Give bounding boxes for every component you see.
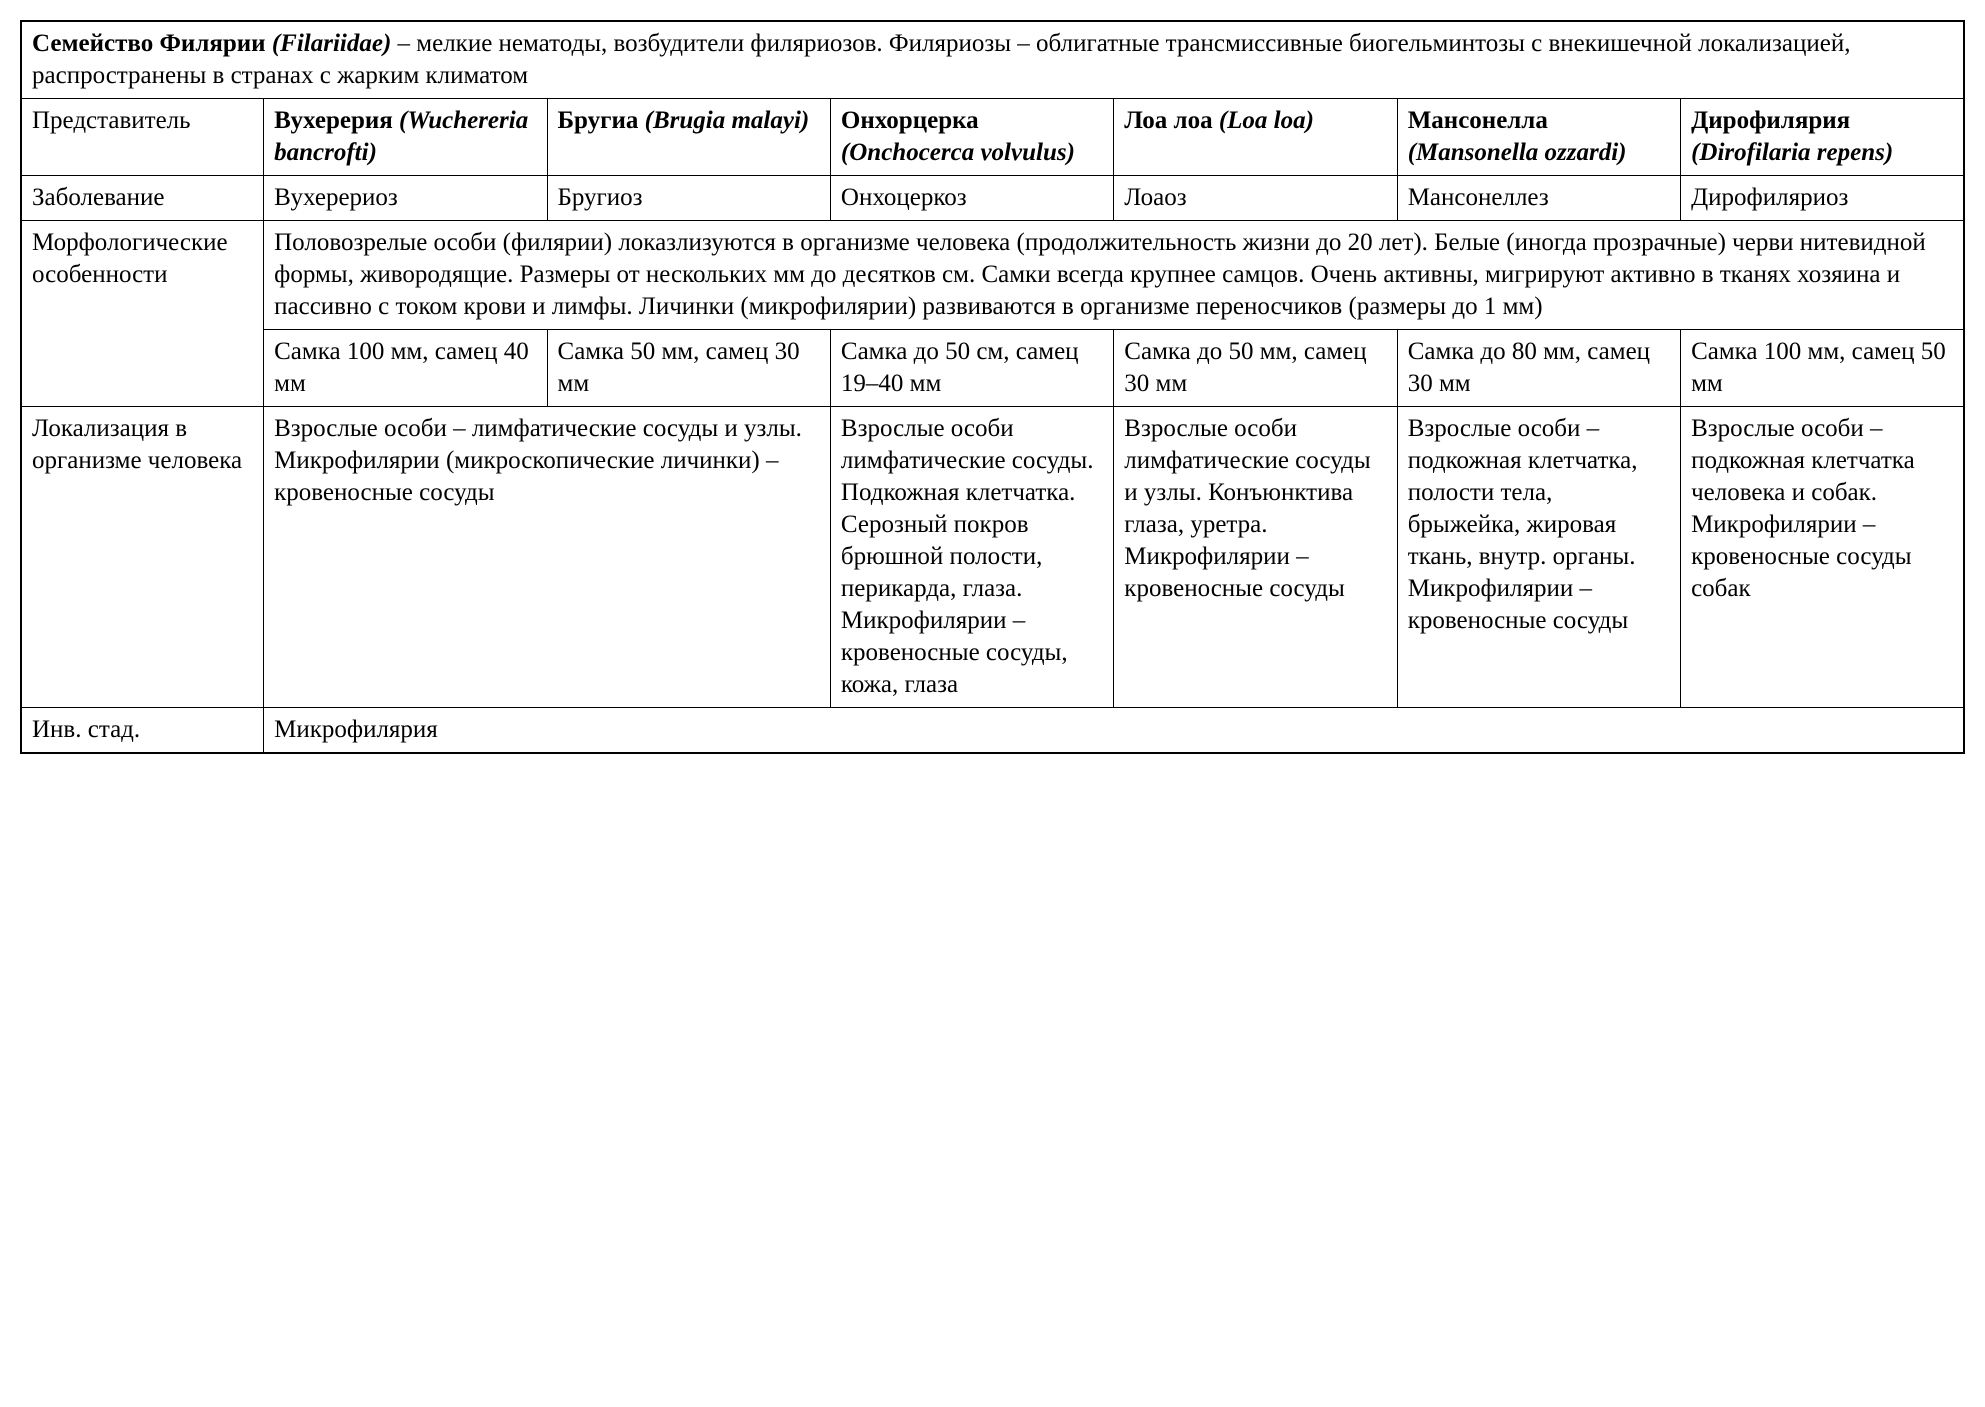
species-3-name: Онхорцерка (841, 107, 979, 134)
intro-title-bold: Семейство Филярии (32, 30, 272, 57)
morphology-common-cell: Половозрелые особи (филярии) локазлизуют… (264, 221, 1964, 330)
species-6-latin: (Dirofilaria repens) (1691, 139, 1893, 166)
species-1-name: Вухерерия (274, 107, 399, 134)
localization-6: Взрослые особи – подкожная клетчатка чел… (1681, 407, 1964, 708)
localization-5: Взрослые особи – подкожная клетчатка, по… (1397, 407, 1680, 708)
species-5-latin: (Mansonella ozzardi) (1408, 139, 1627, 166)
species-3: Онхорцерка (Onchocerca volvulus) (830, 99, 1113, 176)
label-morphology: Морфологические особенности (21, 221, 264, 407)
size-2: Самка 50 мм, самец 30 мм (547, 330, 830, 407)
intro-cell: Семейство Филярии (Filariidae) – мелкие … (21, 21, 1964, 99)
size-1: Самка 100 мм, самец 40 мм (264, 330, 547, 407)
species-1: Вухерерия (Wuchereria bancrofti) (264, 99, 547, 176)
label-localization: Локализация в организме человека (21, 407, 264, 708)
label-representative: Представитель (21, 99, 264, 176)
localization-4: Взрослые особи лимфатические сосуды и уз… (1114, 407, 1397, 708)
disease-4: Лоаоз (1114, 176, 1397, 221)
disease-1: Вухерериоз (264, 176, 547, 221)
size-4: Самка до 50 мм, самец 30 мм (1114, 330, 1397, 407)
species-2-name: Бругиа (558, 107, 645, 134)
species-5-name: Мансонелла (1408, 107, 1548, 134)
disease-3: Онхоцеркоз (830, 176, 1113, 221)
morphology-row-sizes: Самка 100 мм, самец 40 мм Самка 50 мм, с… (21, 330, 1964, 407)
species-4-latin: (Loa loa) (1219, 107, 1314, 134)
species-5: Мансонелла (Mansonella ozzardi) (1397, 99, 1680, 176)
filariidae-table: Семейство Филярии (Filariidae) – мелкие … (20, 20, 1965, 754)
label-inv-stage: Инв. стад. (21, 708, 264, 754)
species-6: Дирофилярия (Dirofilaria repens) (1681, 99, 1964, 176)
morphology-row-common: Морфологические особенности Половозрелые… (21, 221, 1964, 330)
intro-title-italic: (Filariidae) (272, 30, 391, 57)
species-4-name: Лоа лоа (1124, 107, 1219, 134)
disease-row: Заболевание Вухерериоз Бругиоз Онхоцерко… (21, 176, 1964, 221)
disease-5: Мансонеллез (1397, 176, 1680, 221)
size-5: Самка до 80 мм, самец 30 мм (1397, 330, 1680, 407)
disease-2: Бругиоз (547, 176, 830, 221)
size-3: Самка до 50 см, самец 19–40 мм (830, 330, 1113, 407)
species-4: Лоа лоа (Loa loa) (1114, 99, 1397, 176)
representative-row: Представитель Вухерерия (Wuchereria banc… (21, 99, 1964, 176)
localization-12: Взрослые особи – лимфатические сосуды и … (264, 407, 831, 708)
species-2-latin: (Brugia malayi) (645, 107, 810, 134)
localization-3: Взрослые особи лимфатические сосуды. Под… (830, 407, 1113, 708)
species-2: Бругиа (Brugia malayi) (547, 99, 830, 176)
label-disease: Заболевание (21, 176, 264, 221)
size-6: Самка 100 мм, самец 50 мм (1681, 330, 1964, 407)
species-6-name: Дирофилярия (1691, 107, 1850, 134)
species-3-latin: (Onchocerca volvulus) (841, 139, 1075, 166)
disease-6: Дирофиляриоз (1681, 176, 1964, 221)
localization-row: Локализация в организме человека Взрослы… (21, 407, 1964, 708)
intro-row: Семейство Филярии (Filariidae) – мелкие … (21, 21, 1964, 99)
inv-stage-row: Инв. стад. Микрофилярия (21, 708, 1964, 754)
inv-stage-value: Микрофилярия (264, 708, 1964, 754)
